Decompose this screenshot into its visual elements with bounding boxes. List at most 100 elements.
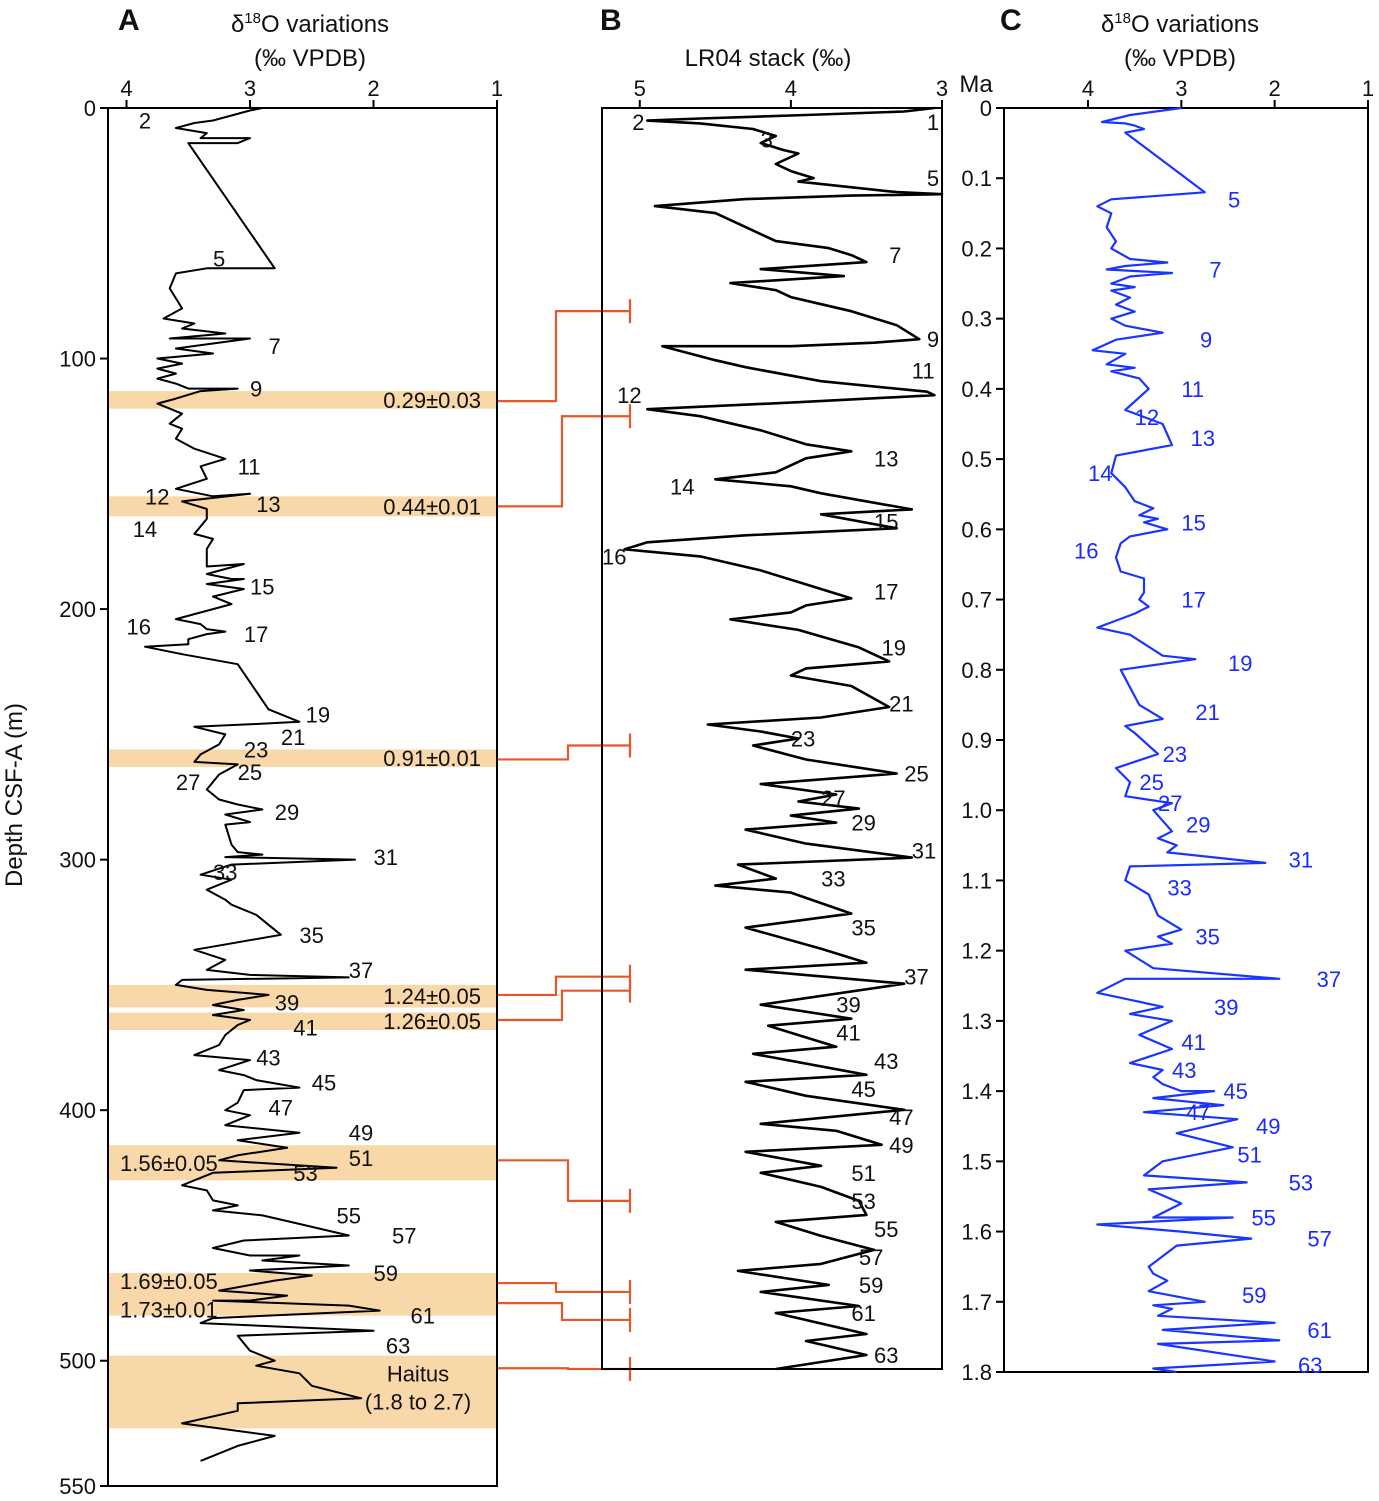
mis-label: 35 (299, 923, 323, 948)
mis-label: 45 (851, 1077, 875, 1102)
y-tick-label: 0.8 (961, 658, 992, 683)
y-tick-label: 1.3 (961, 1009, 992, 1034)
mis-label: 17 (1181, 588, 1205, 613)
x-tick-label: 3 (1175, 76, 1187, 101)
panel-c-title-line1: δ18O variations (1101, 10, 1259, 38)
mis-label: 9 (250, 377, 262, 402)
mis-label: 37 (904, 965, 928, 990)
y-tick-label: 0.6 (961, 517, 992, 542)
mis-label: 39 (1214, 995, 1238, 1020)
mis-label: 31 (912, 839, 936, 864)
mis-label: 57 (1307, 1227, 1331, 1252)
mis-label: 27 (176, 770, 200, 795)
mis-label: 63 (1298, 1353, 1322, 1378)
mis-label: 1 (927, 110, 939, 135)
mis-label: 47 (269, 1096, 293, 1121)
band-age-label: 1.26±0.05 (383, 1009, 481, 1034)
mis-label: 49 (889, 1133, 913, 1158)
mis-label: 49 (349, 1121, 373, 1146)
tie-lines (497, 299, 632, 1381)
panel-c-letter: C (1000, 4, 1022, 37)
mis-label: 15 (1181, 510, 1205, 535)
mis-label: 59 (1242, 1283, 1266, 1308)
tie-line-5 (497, 1159, 630, 1202)
x-tick-label: 2 (1269, 76, 1281, 101)
band-0 (108, 391, 497, 409)
band-1 (108, 496, 497, 517)
mis-label: 23 (1163, 742, 1187, 767)
x-tick-label: 2 (367, 76, 379, 101)
mis-label: 51 (349, 1146, 373, 1171)
mis-label: 29 (1186, 812, 1210, 837)
mis-label: 7 (269, 334, 281, 359)
y-tick-label: 0.3 (961, 307, 992, 332)
panel-c-title-line2: (‰ VPDB) (1124, 45, 1236, 72)
mis-label: 57 (859, 1245, 883, 1270)
tie-line-7 (497, 1302, 630, 1322)
mis-label: 19 (306, 702, 330, 727)
mis-label: 25 (1139, 770, 1163, 795)
x-tick-label: 5 (634, 76, 646, 101)
mis-label: 5 (1228, 187, 1240, 212)
mis-label: 43 (256, 1046, 280, 1071)
mis-label: 53 (1289, 1170, 1313, 1195)
band-7 (108, 1355, 497, 1429)
mis-label: 49 (1256, 1114, 1280, 1139)
mis-label: 7 (1209, 258, 1221, 283)
mis-label: 29 (851, 811, 875, 836)
mis-label: 35 (851, 916, 875, 941)
mis-label: 59 (374, 1261, 398, 1286)
mis-label: 25 (238, 760, 262, 785)
mis-label: 14 (133, 517, 157, 542)
x-tick-label: 1 (491, 76, 503, 101)
mis-label: 15 (874, 509, 898, 534)
y-tick-label: 1.7 (961, 1290, 992, 1315)
mis-label: 16 (127, 615, 151, 640)
y-tick-label: 0.5 (961, 447, 992, 472)
y-tick-label: 1.1 (961, 868, 992, 893)
mis-label: 37 (349, 958, 373, 983)
tie-line-0 (497, 310, 630, 403)
y-tick-label: 550 (59, 1474, 96, 1499)
panel-a-title-line2: (‰ VPDB) (254, 45, 366, 72)
y-tick-label: 1.4 (961, 1079, 992, 1104)
mis-label: 9 (1200, 328, 1212, 353)
y-tick-label: 0.7 (961, 588, 992, 613)
band-4 (108, 1012, 497, 1031)
mis-label: 33 (1167, 875, 1191, 900)
mis-label: 41 (293, 1016, 317, 1041)
y-tick-label: 100 (59, 347, 96, 372)
mis-label: 53 (293, 1161, 317, 1186)
mis-label: 35 (1195, 925, 1219, 950)
mis-label: 2 (632, 110, 644, 135)
mis-label: 14 (670, 474, 694, 499)
mis-label: 12 (617, 383, 641, 408)
tie-line-3 (497, 975, 630, 997)
mis-label: 41 (1181, 1030, 1205, 1055)
mis-label: 2 (139, 109, 151, 134)
tie-line-1 (497, 415, 630, 508)
mis-label: 55 (336, 1203, 360, 1228)
x-tick-label: 3 (244, 76, 256, 101)
mis-label: 19 (882, 635, 906, 660)
mis-label: 17 (244, 622, 268, 647)
mis-label: 25 (904, 762, 928, 787)
panel-c: 4 3 2 100.10.20.30.40.50.60.70.80.91.01.11.… (961, 76, 1374, 1385)
y-tick-label: 0.4 (961, 377, 992, 402)
mis-label: 41 (836, 1021, 860, 1046)
x-tick-label: 3 (936, 76, 948, 101)
y-tick-label: 1.0 (961, 798, 992, 823)
mis-label: 12 (145, 484, 169, 509)
mis-label: 63 (874, 1343, 898, 1368)
band-age-label: 1.69±0.05 (120, 1269, 218, 1294)
y-tick-label: 1.6 (961, 1220, 992, 1245)
band-age-label: 1.24±0.05 (383, 984, 481, 1009)
mis-label: 15 (250, 575, 274, 600)
mis-label: 45 (1223, 1079, 1247, 1104)
mis-label: 12 (1135, 405, 1159, 430)
panel-c-frame (1003, 107, 1369, 1373)
mis-label: 43 (1172, 1058, 1196, 1083)
mis-label: 55 (1251, 1206, 1275, 1231)
mis-label: 23 (244, 737, 268, 762)
